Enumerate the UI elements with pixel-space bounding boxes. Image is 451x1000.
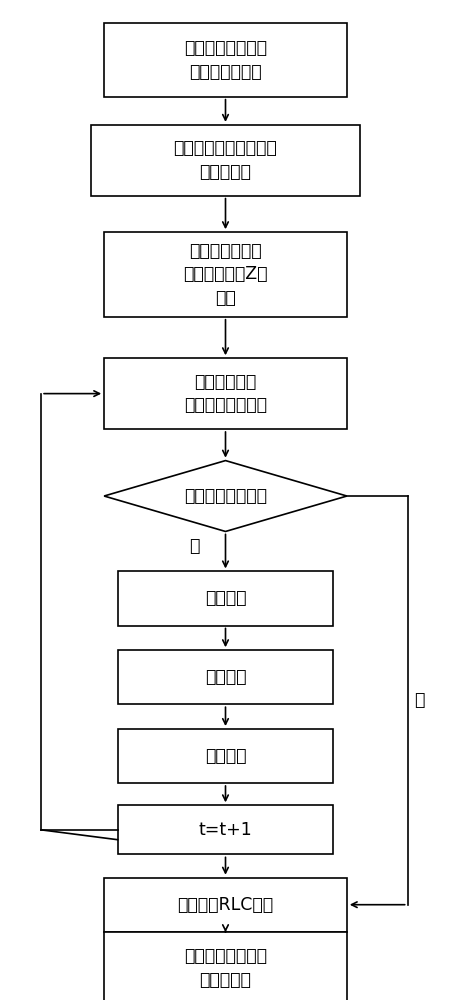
Text: 初始化种群，
差分进化算法参数: 初始化种群， 差分进化算法参数 [184,373,267,414]
Text: 交叉操作: 交叉操作 [205,668,246,686]
Text: 矢量网络分析仪提取寄
生阻抗信息: 矢量网络分析仪提取寄 生阻抗信息 [174,139,277,181]
Text: 是否满足终止条件: 是否满足终止条件 [184,487,267,505]
Text: 建立整流二极管高
频等效模型拓扑: 建立整流二极管高 频等效模型拓扑 [184,39,267,81]
Bar [104,23,347,97]
Text: 得到最优RLC参数: 得到最优RLC参数 [177,896,274,914]
Bar [118,571,333,626]
Text: t=t+1: t=t+1 [198,821,253,839]
Bar [104,878,347,932]
Polygon shape [104,461,347,531]
Text: 是: 是 [414,691,425,709]
Text: 得到整流二极管高
频等效模型: 得到整流二极管高 频等效模型 [184,947,267,989]
Text: 变异操作: 变异操作 [205,589,246,607]
Bar [118,729,333,783]
Text: 选择操作: 选择操作 [205,747,246,765]
Bar [104,358,347,429]
Bar [118,805,333,854]
Bar [104,232,347,317]
Bar [118,650,333,704]
Text: 否: 否 [189,537,199,555]
Text: 根据等效电路拓
扑，获得阻抗Z表
达式: 根据等效电路拓 扑，获得阻抗Z表 达式 [183,242,268,307]
Bar [91,125,360,196]
Bar [104,932,347,1000]
